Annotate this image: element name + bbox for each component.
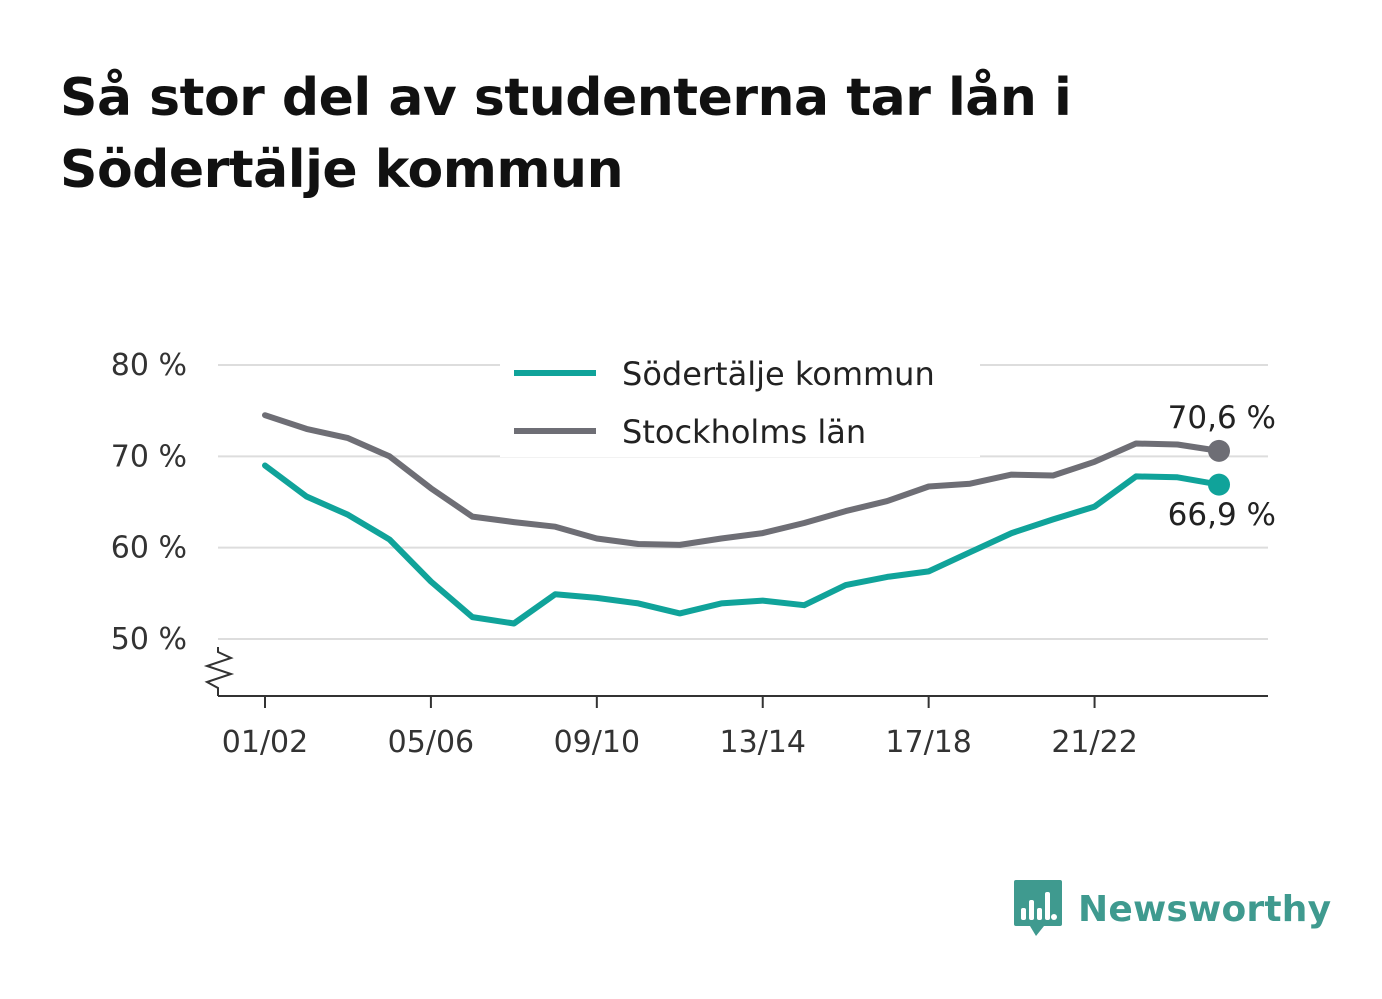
y-tick-label: 70 %: [111, 439, 187, 474]
legend: Södertälje kommun Stockholms län: [500, 345, 980, 457]
y-tick-label: 60 %: [111, 531, 187, 566]
x-tick-label: 09/10: [554, 725, 640, 760]
series-line-sodertalje: [262, 462, 1222, 627]
series-end-point-sodertalje: [1208, 473, 1230, 496]
series-lines: [262, 412, 1230, 627]
y-axis-break-marker: [203, 647, 235, 696]
x-tick-label: 13/14: [720, 725, 806, 760]
end-label-sodertalje: 66,9 %: [1168, 497, 1276, 533]
x-axis: [203, 647, 1268, 697]
end-label-stockholm: 70,6 %: [1168, 400, 1276, 436]
x-axis-ticks: 01/02 05/06 09/10 13/14 17/18 21/22: [222, 696, 1138, 760]
legend-label: Stockholms län: [622, 413, 866, 451]
y-axis-ticks: 50 % 60 % 70 % 80 %: [111, 348, 187, 657]
legend-label: Södertälje kommun: [622, 355, 935, 393]
end-labels: 70,6 % 66,9 %: [1168, 400, 1276, 533]
y-tick-label: 50 %: [111, 622, 187, 657]
x-tick-label: 17/18: [885, 725, 971, 760]
series-line-stockholm: [262, 412, 1222, 548]
x-tick-label: 01/02: [222, 725, 308, 760]
x-tick-label: 05/06: [388, 725, 474, 760]
bar-chart-speech-bubble-icon: [1014, 880, 1062, 936]
y-tick-label: 80 %: [111, 348, 187, 383]
legend-background: [500, 345, 980, 457]
newsworthy-logo: Newsworthy: [1012, 878, 1331, 940]
series-end-point-stockholm: [1208, 439, 1230, 462]
chart-title: Så stor del av studenterna tar lån i Söd…: [60, 68, 1072, 200]
brand-name: Newsworthy: [1078, 888, 1332, 930]
x-tick-label: 21/22: [1051, 725, 1137, 760]
